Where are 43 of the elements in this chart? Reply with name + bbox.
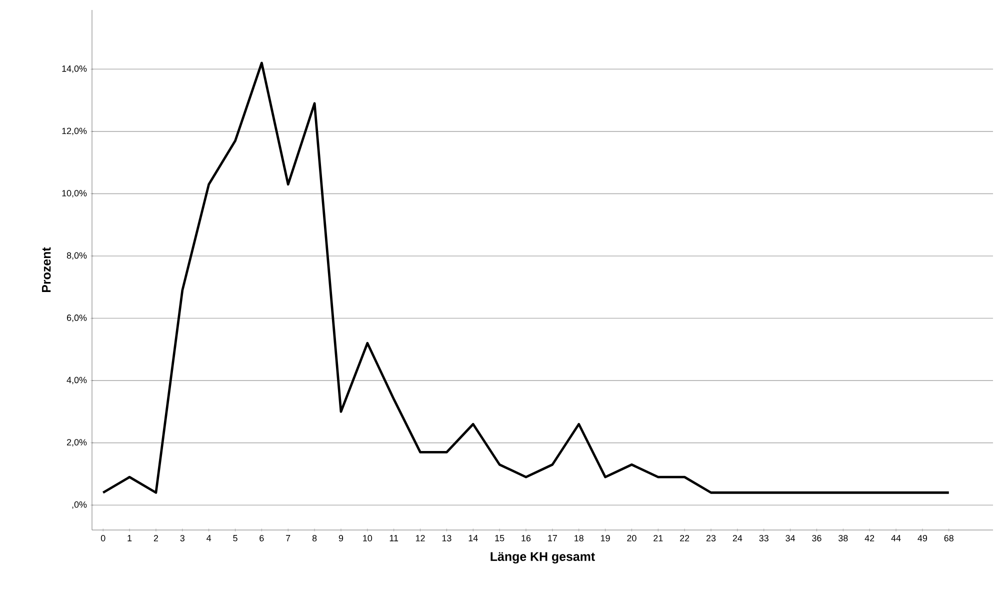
y-tick-label: 6,0% [66,314,87,322]
x-tick-label: 34 [786,535,796,542]
x-tick-label: 42 [864,535,874,542]
y-tick-label: 8,0% [66,252,87,260]
x-tick-label: 22 [680,535,690,542]
x-tick-label: 7 [286,535,290,542]
x-tick-label: 33 [759,535,768,542]
x-tick-label: 38 [838,535,848,542]
x-tick-label: 10 [363,535,372,542]
x-tick-label: 9 [338,535,344,542]
x-tick-label: 8 [312,535,317,542]
x-tick-label: 19 [600,535,610,542]
x-tick-label: 21 [654,535,663,542]
y-axis-title: Prozent [42,247,51,292]
x-tick-label: 20 [627,535,636,542]
x-tick-label: 5 [233,535,238,542]
x-tick-label: 15 [495,535,504,542]
x-tick-label: 17 [548,535,557,542]
x-axis-title: Länge KH gesamt [490,552,595,564]
x-tick-label: 16 [522,535,531,542]
x-tick-label: 11 [390,535,398,542]
x-tick-label: 6 [260,535,264,542]
x-tick-label: 14 [468,535,478,542]
x-tick-label: 13 [442,535,452,542]
y-tick-label: 2,0% [66,439,87,447]
x-tick-label: 49 [918,535,928,542]
y-tick-label: 14,0% [62,65,87,73]
x-tick-label: 23 [706,535,716,542]
x-tick-label: 68 [944,535,954,542]
x-tick-label: 1 [128,535,132,542]
x-tick-label: 4 [206,535,212,542]
x-tick-label: 12 [416,535,425,542]
x-tick-label: 36 [812,535,822,542]
x-tick-label: 44 [891,535,901,542]
x-tick-label: 0 [100,535,106,542]
x-tick-label: 24 [732,535,742,542]
x-tick-label: 2 [154,535,158,542]
y-tick-label: 10,0% [62,190,87,198]
y-tick-label: 4,0% [66,376,87,384]
y-tick-label: ,0% [72,501,87,509]
x-tick-label: 3 [180,535,184,542]
y-tick-label: 12,0% [62,128,87,136]
x-tick-label: 18 [574,535,584,542]
